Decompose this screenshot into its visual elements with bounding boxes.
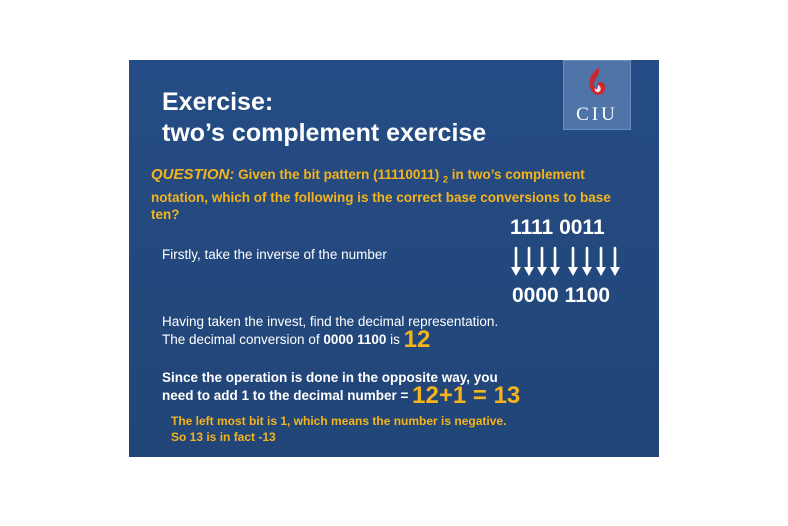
down-arrows-icon <box>511 246 620 276</box>
ciu-logo: CIU <box>563 60 631 130</box>
note-line-2: So 13 is in fact -13 <box>171 430 276 444</box>
step-2-line-1: Having taken the invest, find the decima… <box>162 314 499 329</box>
title-line-2: two’s complement exercise <box>162 119 487 147</box>
note-line-1: The left most bit is 1, which means the … <box>171 414 507 428</box>
decimal-result: 12 <box>403 326 431 353</box>
logo-text: CIU <box>576 104 618 125</box>
step-3-text: need to add 1 to the decimal number = <box>162 388 413 403</box>
step-3-text: Since the operation is done in the oppos… <box>162 369 520 408</box>
final-result: 12+1 = 13 <box>412 382 521 409</box>
step-2-bits: 0000 1100 <box>323 332 387 347</box>
step-2-text-b: is <box>386 332 404 347</box>
title-line-1: Exercise: <box>162 88 274 116</box>
question-text-a: Given the bit pattern (11110011) <box>234 167 443 182</box>
step-3-line-1: Since the operation is done in the oppos… <box>162 370 498 385</box>
step-2-text-a: The decimal conversion of <box>162 332 324 347</box>
slide: CIU Exercise: two’s complement exercise … <box>129 60 659 457</box>
base-subscript: 2 <box>442 174 448 185</box>
step-2-text: Having taken the invest, find the decima… <box>162 313 499 352</box>
step-2-line-2: The decimal conversion of 0000 1100 is 1… <box>162 328 498 352</box>
question-label: QUESTION: <box>151 166 235 183</box>
slide-title: Exercise: two’s complement exercise <box>162 87 486 149</box>
question-text: QUESTION: Given the bit pattern (1111001… <box>151 166 621 223</box>
flame-icon <box>589 68 606 95</box>
step-1-text: Firstly, take the inverse of the number <box>162 247 387 262</box>
step-3-line-2: need to add 1 to the decimal number = 12… <box>162 384 520 408</box>
question-text-b: in two’s complement notation, which of t… <box>151 167 611 222</box>
original-bits: 1111 0011 <box>510 216 605 239</box>
inverted-bits: 0000 1100 <box>512 284 611 307</box>
negative-note: The left most bit is 1, which means the … <box>171 413 506 445</box>
